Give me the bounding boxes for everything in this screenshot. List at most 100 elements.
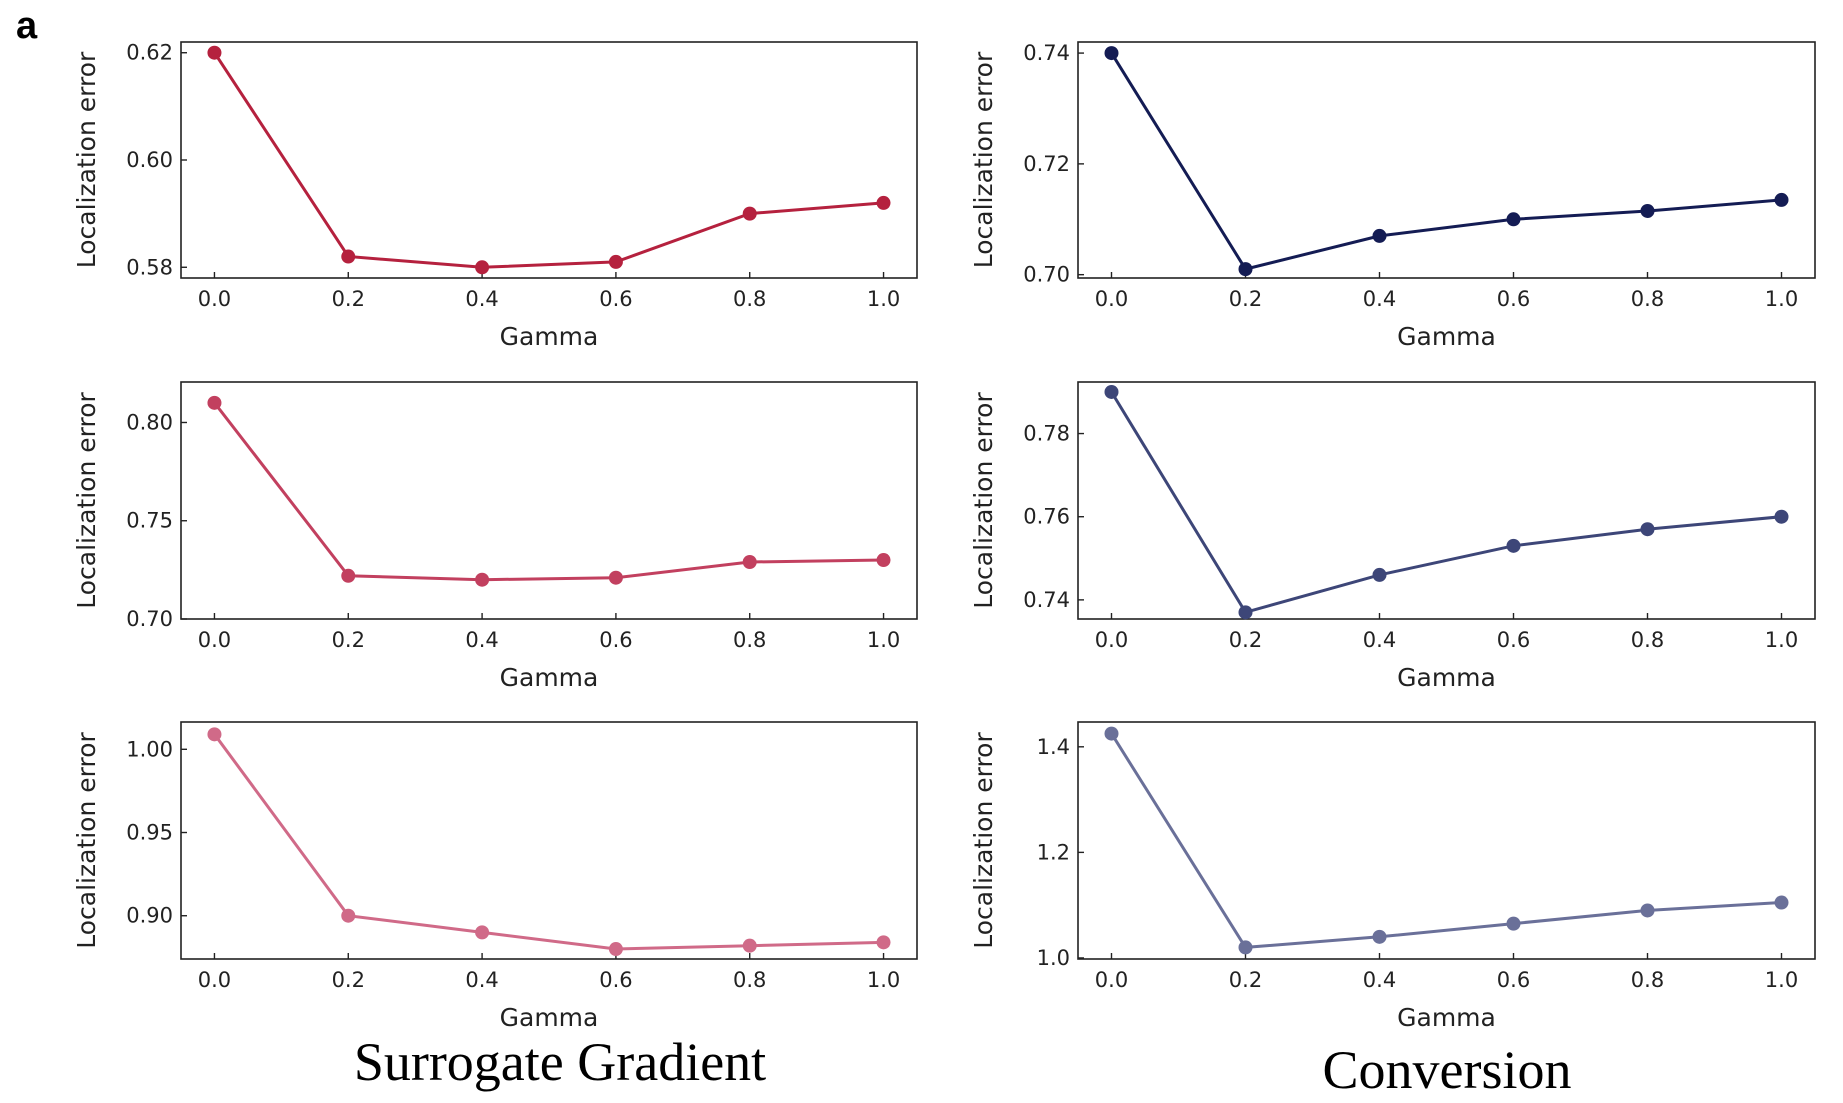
y-tick-label: 0.95 [126,821,173,845]
data-point [1104,384,1119,399]
y-tick-label: 0.58 [126,255,173,279]
axes-frame [180,381,918,620]
axes-frame [180,41,918,279]
data-point [1506,538,1521,553]
axes-frame [1077,381,1816,620]
data-point [608,942,623,957]
x-tick-label: 0.6 [1497,628,1530,652]
x-tick-label: 0.4 [465,287,498,311]
y-tick-label: 0.80 [126,410,173,434]
y-tick-label: 0.78 [1023,422,1070,446]
x-axis-label: Gamma [1397,1003,1496,1032]
data-point [207,395,222,410]
x-tick-label: 0.6 [1497,287,1530,311]
y-axis-label: Localization error [969,51,998,268]
subplot-left-0: 0.0 0.2 0.4 0.6 0.8 1.0 0.58 0.60 0.62 Gamma Local… [72,41,918,351]
subplot-left-1: 0.0 0.2 0.4 0.6 0.8 1.0 0.70 0.75 0.80 Gamma Local… [72,381,918,692]
x-axis-label: Gamma [1397,663,1496,692]
data-point [608,570,623,585]
x-tick-label: 0.4 [1363,628,1396,652]
data-point [475,925,490,940]
x-tick-label: 0.0 [1095,968,1128,992]
data-point [1372,228,1387,243]
y-tick-label: 0.90 [126,904,173,928]
x-tick-label: 0.4 [465,968,498,992]
data-point [1640,903,1655,918]
x-tick-label: 1.0 [867,628,900,652]
y-tick-label: 1.4 [1037,735,1070,759]
axes-frame [1077,721,1816,960]
y-tick-label: 0.62 [126,41,173,65]
x-tick-label: 0.4 [1363,287,1396,311]
data-point [742,206,757,221]
series-line [213,401,884,582]
x-tick-label: 1.0 [867,287,900,311]
x-tick-label: 0.4 [465,628,498,652]
x-axis-label: Gamma [500,663,599,692]
x-tick-label: 1.0 [1765,287,1798,311]
data-point [742,938,757,953]
y-tick-label: 1.0 [1037,946,1070,970]
x-tick-label: 0.2 [1229,968,1262,992]
x-tick-label: 0.2 [332,287,365,311]
data-point [475,260,490,275]
x-tick-label: 0.2 [1229,628,1262,652]
y-tick-label: 0.74 [1023,588,1070,612]
y-axis-label: Localization error [969,732,998,949]
y-tick-label: 1.2 [1037,840,1070,864]
series-line [1110,52,1782,271]
x-tick-label: 0.0 [198,287,231,311]
series-line [1110,732,1782,949]
y-axis-label: Localization error [969,392,998,609]
data-point [1104,46,1119,61]
x-tick-label: 1.0 [867,968,900,992]
y-tick-label: 0.74 [1023,41,1070,65]
caption-surrogate-gradient: Surrogate Gradient [354,1032,766,1092]
subplot-right-0: 0.0 0.2 0.4 0.6 0.8 1.0 0.70 0.72 0.74 Gamma Local… [969,41,1816,351]
subplot-right-1: 0.0 0.2 0.4 0.6 0.8 1.0 0.74 0.76 0.78 Gamma Local… [969,381,1816,692]
axes-frame [1077,41,1816,279]
y-tick-label: 0.70 [126,607,173,631]
x-tick-label: 0.8 [733,628,766,652]
caption-conversion: Conversion [1323,1040,1572,1100]
x-tick-label: 0.8 [1631,287,1664,311]
y-axis-label: Localization error [72,392,101,609]
x-axis-label: Gamma [1397,322,1496,351]
x-tick-label: 0.2 [332,628,365,652]
data-point [1506,916,1521,931]
data-point [1238,940,1253,955]
data-point [1238,262,1253,277]
data-point [876,935,891,950]
series-line [213,51,884,269]
x-tick-label: 1.0 [1765,628,1798,652]
y-tick-label: 1.00 [126,737,173,761]
data-point [1238,605,1253,620]
series-line [1110,391,1782,615]
x-tick-label: 1.0 [1765,968,1798,992]
data-point [1774,509,1789,524]
x-tick-label: 0.2 [1229,287,1262,311]
y-axis-label: Localization error [72,51,101,268]
x-tick-label: 0.6 [1497,968,1530,992]
y-tick-label: 0.70 [1023,263,1070,287]
data-point [1774,895,1789,910]
data-point [1774,192,1789,207]
x-tick-label: 0.8 [1631,968,1664,992]
subplot-left-2: 0.0 0.2 0.4 0.6 0.8 1.0 0.90 0.95 1.00 Gamma Local… [72,721,918,1032]
x-tick-label: 0.2 [332,968,365,992]
x-tick-label: 0.4 [1363,968,1396,992]
data-point [341,249,356,264]
x-tick-label: 0.0 [1095,287,1128,311]
data-point [207,727,222,742]
y-axis-label: Localization error [72,732,101,949]
x-tick-label: 0.6 [599,628,632,652]
data-point [341,568,356,583]
x-tick-label: 0.6 [599,287,632,311]
x-tick-label: 0.6 [599,968,632,992]
panel-letter: a [16,5,38,47]
series-line [213,733,884,951]
data-point [608,254,623,269]
y-tick-label: 0.76 [1023,505,1070,529]
x-tick-label: 0.8 [733,287,766,311]
